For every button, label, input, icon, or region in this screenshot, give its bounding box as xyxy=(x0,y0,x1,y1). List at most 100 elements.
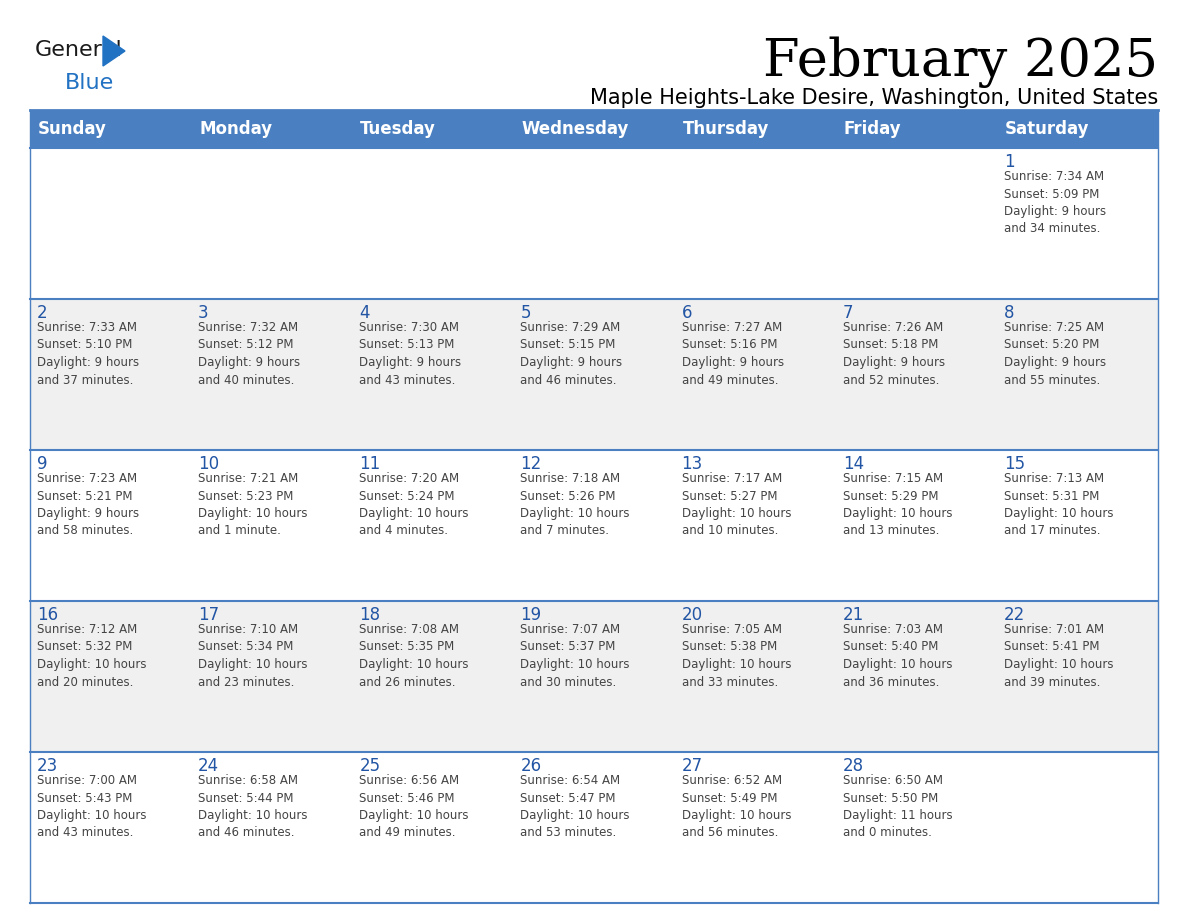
Bar xyxy=(997,450,1158,601)
Text: 23: 23 xyxy=(37,757,58,775)
Bar xyxy=(997,148,1158,299)
Text: Monday: Monday xyxy=(200,120,272,138)
Bar xyxy=(353,752,513,903)
Text: Maple Heights-Lake Desire, Washington, United States: Maple Heights-Lake Desire, Washington, U… xyxy=(589,88,1158,108)
Text: Sunrise: 7:10 AM
Sunset: 5:34 PM
Daylight: 10 hours
and 23 minutes.: Sunrise: 7:10 AM Sunset: 5:34 PM Dayligh… xyxy=(198,623,308,688)
Text: General: General xyxy=(34,40,122,60)
Text: 25: 25 xyxy=(359,757,380,775)
Text: Sunrise: 7:03 AM
Sunset: 5:40 PM
Daylight: 10 hours
and 36 minutes.: Sunrise: 7:03 AM Sunset: 5:40 PM Dayligh… xyxy=(842,623,953,688)
Text: Sunrise: 6:54 AM
Sunset: 5:47 PM
Daylight: 10 hours
and 53 minutes.: Sunrise: 6:54 AM Sunset: 5:47 PM Dayligh… xyxy=(520,774,630,839)
Text: Sunrise: 7:34 AM
Sunset: 5:09 PM
Daylight: 9 hours
and 34 minutes.: Sunrise: 7:34 AM Sunset: 5:09 PM Dayligh… xyxy=(1004,170,1106,236)
Text: 3: 3 xyxy=(198,304,209,322)
Text: 13: 13 xyxy=(682,455,703,473)
Text: Sunrise: 6:56 AM
Sunset: 5:46 PM
Daylight: 10 hours
and 49 minutes.: Sunrise: 6:56 AM Sunset: 5:46 PM Dayligh… xyxy=(359,774,469,839)
Text: 14: 14 xyxy=(842,455,864,473)
Text: Sunrise: 6:50 AM
Sunset: 5:50 PM
Daylight: 11 hours
and 0 minutes.: Sunrise: 6:50 AM Sunset: 5:50 PM Dayligh… xyxy=(842,774,953,839)
Text: Sunrise: 7:32 AM
Sunset: 5:12 PM
Daylight: 9 hours
and 40 minutes.: Sunrise: 7:32 AM Sunset: 5:12 PM Dayligh… xyxy=(198,321,301,386)
Text: Tuesday: Tuesday xyxy=(360,120,436,138)
Text: 16: 16 xyxy=(37,606,58,624)
Text: Sunrise: 6:52 AM
Sunset: 5:49 PM
Daylight: 10 hours
and 56 minutes.: Sunrise: 6:52 AM Sunset: 5:49 PM Dayligh… xyxy=(682,774,791,839)
Text: Sunrise: 7:08 AM
Sunset: 5:35 PM
Daylight: 10 hours
and 26 minutes.: Sunrise: 7:08 AM Sunset: 5:35 PM Dayligh… xyxy=(359,623,469,688)
Text: 1: 1 xyxy=(1004,153,1015,171)
Bar xyxy=(835,110,997,148)
Bar xyxy=(513,450,675,601)
Text: 6: 6 xyxy=(682,304,693,322)
Text: 27: 27 xyxy=(682,757,702,775)
Text: Sunrise: 7:15 AM
Sunset: 5:29 PM
Daylight: 10 hours
and 13 minutes.: Sunrise: 7:15 AM Sunset: 5:29 PM Dayligh… xyxy=(842,472,953,538)
Bar xyxy=(191,752,353,903)
Bar xyxy=(353,450,513,601)
Text: 21: 21 xyxy=(842,606,864,624)
Bar xyxy=(353,299,513,450)
Bar xyxy=(997,752,1158,903)
Text: Sunrise: 7:20 AM
Sunset: 5:24 PM
Daylight: 10 hours
and 4 minutes.: Sunrise: 7:20 AM Sunset: 5:24 PM Dayligh… xyxy=(359,472,469,538)
Bar xyxy=(513,752,675,903)
Text: Sunrise: 7:05 AM
Sunset: 5:38 PM
Daylight: 10 hours
and 33 minutes.: Sunrise: 7:05 AM Sunset: 5:38 PM Dayligh… xyxy=(682,623,791,688)
Text: Sunrise: 7:18 AM
Sunset: 5:26 PM
Daylight: 10 hours
and 7 minutes.: Sunrise: 7:18 AM Sunset: 5:26 PM Dayligh… xyxy=(520,472,630,538)
Bar xyxy=(997,601,1158,752)
Text: Sunrise: 7:17 AM
Sunset: 5:27 PM
Daylight: 10 hours
and 10 minutes.: Sunrise: 7:17 AM Sunset: 5:27 PM Dayligh… xyxy=(682,472,791,538)
Text: 28: 28 xyxy=(842,757,864,775)
Bar xyxy=(30,601,191,752)
Text: Sunrise: 7:25 AM
Sunset: 5:20 PM
Daylight: 9 hours
and 55 minutes.: Sunrise: 7:25 AM Sunset: 5:20 PM Dayligh… xyxy=(1004,321,1106,386)
Bar xyxy=(353,148,513,299)
Text: Sunrise: 7:07 AM
Sunset: 5:37 PM
Daylight: 10 hours
and 30 minutes.: Sunrise: 7:07 AM Sunset: 5:37 PM Dayligh… xyxy=(520,623,630,688)
Polygon shape xyxy=(103,36,125,66)
Text: Sunrise: 7:12 AM
Sunset: 5:32 PM
Daylight: 10 hours
and 20 minutes.: Sunrise: 7:12 AM Sunset: 5:32 PM Dayligh… xyxy=(37,623,146,688)
Text: 12: 12 xyxy=(520,455,542,473)
Text: Friday: Friday xyxy=(843,120,902,138)
Text: 9: 9 xyxy=(37,455,48,473)
Text: 19: 19 xyxy=(520,606,542,624)
Text: 17: 17 xyxy=(198,606,220,624)
Bar xyxy=(513,148,675,299)
Text: Sunrise: 7:23 AM
Sunset: 5:21 PM
Daylight: 9 hours
and 58 minutes.: Sunrise: 7:23 AM Sunset: 5:21 PM Dayligh… xyxy=(37,472,139,538)
Bar xyxy=(513,601,675,752)
Bar xyxy=(30,450,191,601)
Text: 22: 22 xyxy=(1004,606,1025,624)
Bar xyxy=(191,601,353,752)
Text: 10: 10 xyxy=(198,455,220,473)
Text: 2: 2 xyxy=(37,304,48,322)
Text: Sunday: Sunday xyxy=(38,120,107,138)
Bar xyxy=(191,299,353,450)
Bar xyxy=(513,299,675,450)
Text: 7: 7 xyxy=(842,304,853,322)
Text: 24: 24 xyxy=(198,757,220,775)
Text: 15: 15 xyxy=(1004,455,1025,473)
Bar xyxy=(675,450,835,601)
Bar xyxy=(997,299,1158,450)
Text: 4: 4 xyxy=(359,304,369,322)
Bar xyxy=(997,110,1158,148)
Text: Thursday: Thursday xyxy=(683,120,769,138)
Bar xyxy=(353,601,513,752)
Bar xyxy=(513,110,675,148)
Bar xyxy=(675,110,835,148)
Bar xyxy=(835,601,997,752)
Bar xyxy=(675,148,835,299)
Bar xyxy=(30,299,191,450)
Text: 18: 18 xyxy=(359,606,380,624)
Bar xyxy=(30,110,191,148)
Bar xyxy=(835,752,997,903)
Text: Sunrise: 7:21 AM
Sunset: 5:23 PM
Daylight: 10 hours
and 1 minute.: Sunrise: 7:21 AM Sunset: 5:23 PM Dayligh… xyxy=(198,472,308,538)
Text: Sunrise: 7:01 AM
Sunset: 5:41 PM
Daylight: 10 hours
and 39 minutes.: Sunrise: 7:01 AM Sunset: 5:41 PM Dayligh… xyxy=(1004,623,1113,688)
Text: Sunrise: 7:29 AM
Sunset: 5:15 PM
Daylight: 9 hours
and 46 minutes.: Sunrise: 7:29 AM Sunset: 5:15 PM Dayligh… xyxy=(520,321,623,386)
Text: 8: 8 xyxy=(1004,304,1015,322)
Bar xyxy=(675,299,835,450)
Text: Sunrise: 7:00 AM
Sunset: 5:43 PM
Daylight: 10 hours
and 43 minutes.: Sunrise: 7:00 AM Sunset: 5:43 PM Dayligh… xyxy=(37,774,146,839)
Bar xyxy=(835,148,997,299)
Text: Sunrise: 7:30 AM
Sunset: 5:13 PM
Daylight: 9 hours
and 43 minutes.: Sunrise: 7:30 AM Sunset: 5:13 PM Dayligh… xyxy=(359,321,461,386)
Text: Sunrise: 7:27 AM
Sunset: 5:16 PM
Daylight: 9 hours
and 49 minutes.: Sunrise: 7:27 AM Sunset: 5:16 PM Dayligh… xyxy=(682,321,784,386)
Text: 20: 20 xyxy=(682,606,702,624)
Text: 26: 26 xyxy=(520,757,542,775)
Bar xyxy=(835,450,997,601)
Text: 5: 5 xyxy=(520,304,531,322)
Text: 11: 11 xyxy=(359,455,380,473)
Bar xyxy=(835,299,997,450)
Text: Sunrise: 7:13 AM
Sunset: 5:31 PM
Daylight: 10 hours
and 17 minutes.: Sunrise: 7:13 AM Sunset: 5:31 PM Dayligh… xyxy=(1004,472,1113,538)
Text: Sunrise: 7:26 AM
Sunset: 5:18 PM
Daylight: 9 hours
and 52 minutes.: Sunrise: 7:26 AM Sunset: 5:18 PM Dayligh… xyxy=(842,321,944,386)
Bar xyxy=(675,601,835,752)
Text: Wednesday: Wednesday xyxy=(522,120,628,138)
Text: Sunrise: 6:58 AM
Sunset: 5:44 PM
Daylight: 10 hours
and 46 minutes.: Sunrise: 6:58 AM Sunset: 5:44 PM Dayligh… xyxy=(198,774,308,839)
Text: February 2025: February 2025 xyxy=(763,36,1158,88)
